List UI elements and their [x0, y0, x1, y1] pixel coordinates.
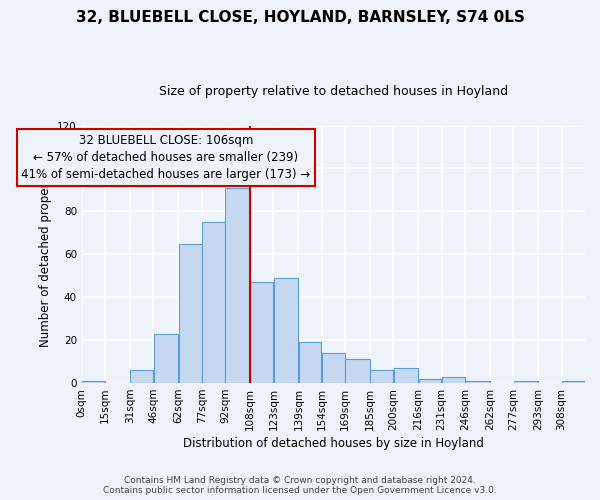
- Bar: [370, 370, 393, 383]
- X-axis label: Distribution of detached houses by size in Hoyland: Distribution of detached houses by size …: [183, 437, 484, 450]
- Bar: [442, 376, 465, 383]
- Bar: [322, 353, 345, 383]
- Y-axis label: Number of detached properties: Number of detached properties: [38, 162, 52, 348]
- Bar: [465, 381, 490, 383]
- Text: 32 BLUEBELL CLOSE: 106sqm
← 57% of detached houses are smaller (239)
41% of semi: 32 BLUEBELL CLOSE: 106sqm ← 57% of detac…: [22, 134, 311, 181]
- Bar: [130, 370, 153, 383]
- Bar: [299, 342, 322, 383]
- Bar: [250, 282, 273, 383]
- Bar: [274, 278, 298, 383]
- Bar: [154, 334, 178, 383]
- Bar: [82, 381, 105, 383]
- Bar: [226, 188, 250, 383]
- Text: 32, BLUEBELL CLOSE, HOYLAND, BARNSLEY, S74 0LS: 32, BLUEBELL CLOSE, HOYLAND, BARNSLEY, S…: [76, 10, 524, 25]
- Bar: [394, 368, 418, 383]
- Bar: [514, 381, 538, 383]
- Bar: [202, 222, 225, 383]
- Bar: [562, 381, 585, 383]
- Bar: [419, 379, 442, 383]
- Bar: [346, 360, 370, 383]
- Title: Size of property relative to detached houses in Hoyland: Size of property relative to detached ho…: [159, 85, 508, 98]
- Bar: [179, 244, 202, 383]
- Text: Contains HM Land Registry data © Crown copyright and database right 2024.
Contai: Contains HM Land Registry data © Crown c…: [103, 476, 497, 495]
